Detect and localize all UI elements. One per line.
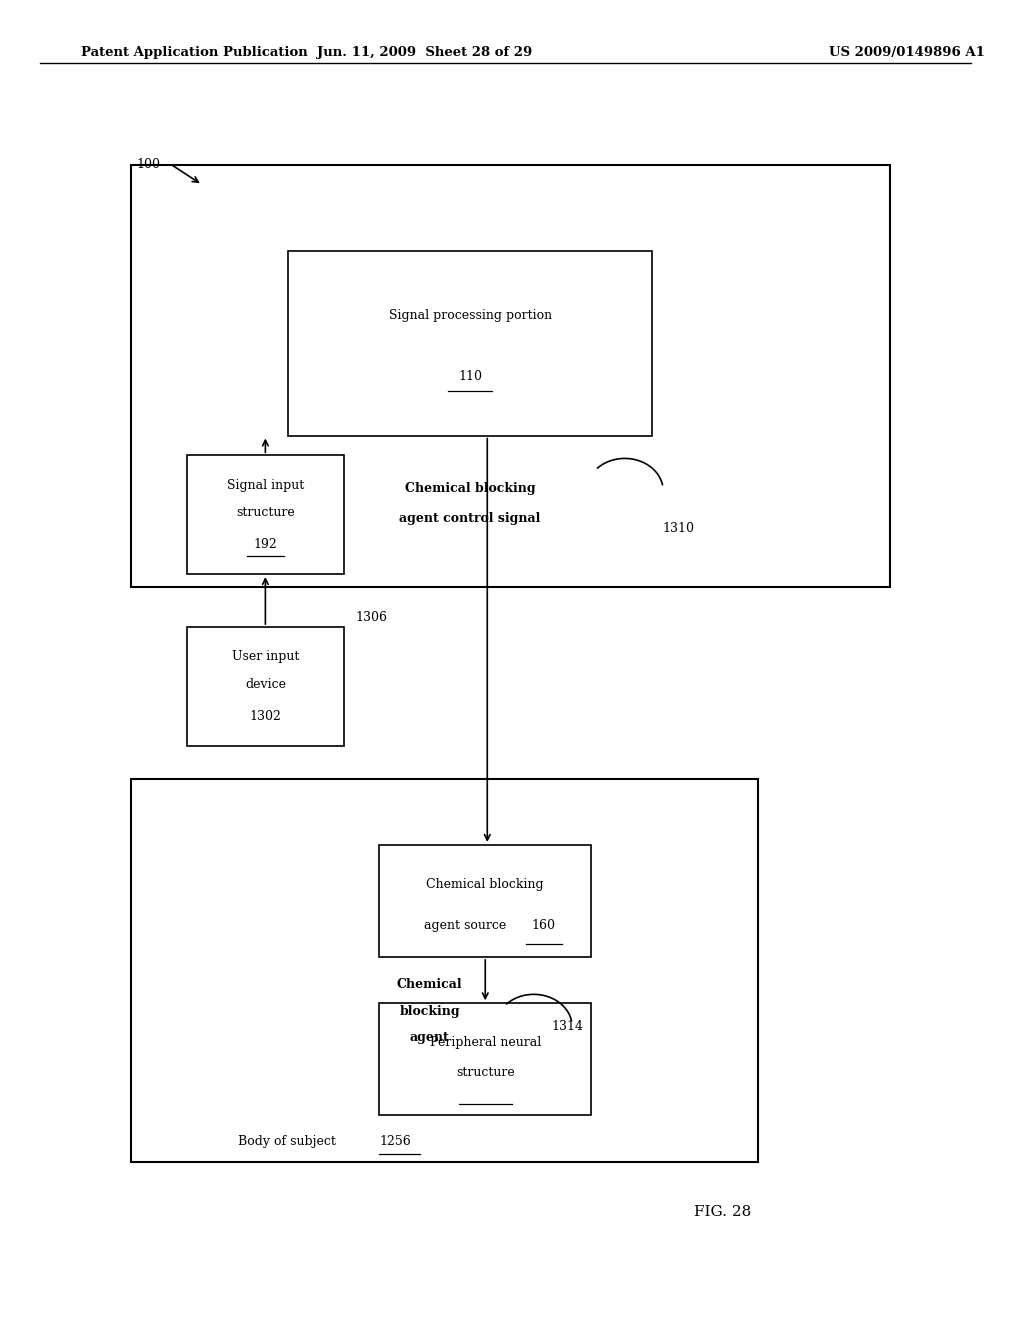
Text: US 2009/0149896 A1: US 2009/0149896 A1 — [829, 46, 985, 59]
FancyBboxPatch shape — [187, 627, 344, 746]
Text: Chemical: Chemical — [397, 978, 463, 991]
Text: agent source: agent source — [424, 919, 506, 932]
Text: structure: structure — [456, 1067, 515, 1080]
FancyBboxPatch shape — [131, 165, 890, 587]
Text: 110: 110 — [458, 370, 482, 383]
FancyBboxPatch shape — [187, 455, 344, 574]
Text: 1302: 1302 — [250, 710, 282, 722]
Text: agent control signal: agent control signal — [399, 512, 541, 525]
Text: User input: User input — [231, 651, 299, 663]
Text: device: device — [245, 677, 286, 690]
Text: 100: 100 — [136, 158, 161, 172]
Text: Patent Application Publication: Patent Application Publication — [81, 46, 307, 59]
FancyBboxPatch shape — [131, 779, 758, 1162]
Text: structure: structure — [236, 506, 295, 519]
Text: Chemical blocking: Chemical blocking — [426, 878, 544, 891]
Text: Body of subject: Body of subject — [238, 1135, 336, 1148]
FancyBboxPatch shape — [379, 1003, 592, 1115]
Text: agent: agent — [410, 1031, 450, 1044]
Text: 160: 160 — [531, 919, 556, 932]
Text: Jun. 11, 2009  Sheet 28 of 29: Jun. 11, 2009 Sheet 28 of 29 — [317, 46, 532, 59]
Text: Signal processing portion: Signal processing portion — [388, 309, 552, 322]
Text: 192: 192 — [254, 539, 278, 550]
Text: Signal input: Signal input — [226, 479, 304, 491]
Text: Peripheral neural: Peripheral neural — [430, 1036, 541, 1049]
Text: Chemical blocking: Chemical blocking — [404, 482, 536, 495]
Text: blocking: blocking — [399, 1005, 460, 1018]
Text: 1310: 1310 — [663, 521, 694, 535]
Text: 1314: 1314 — [551, 1020, 583, 1034]
FancyBboxPatch shape — [288, 251, 652, 436]
Text: FIG. 28: FIG. 28 — [694, 1205, 752, 1218]
Text: 1306: 1306 — [356, 611, 388, 624]
Text: 1256: 1256 — [379, 1135, 411, 1148]
FancyBboxPatch shape — [379, 845, 592, 957]
